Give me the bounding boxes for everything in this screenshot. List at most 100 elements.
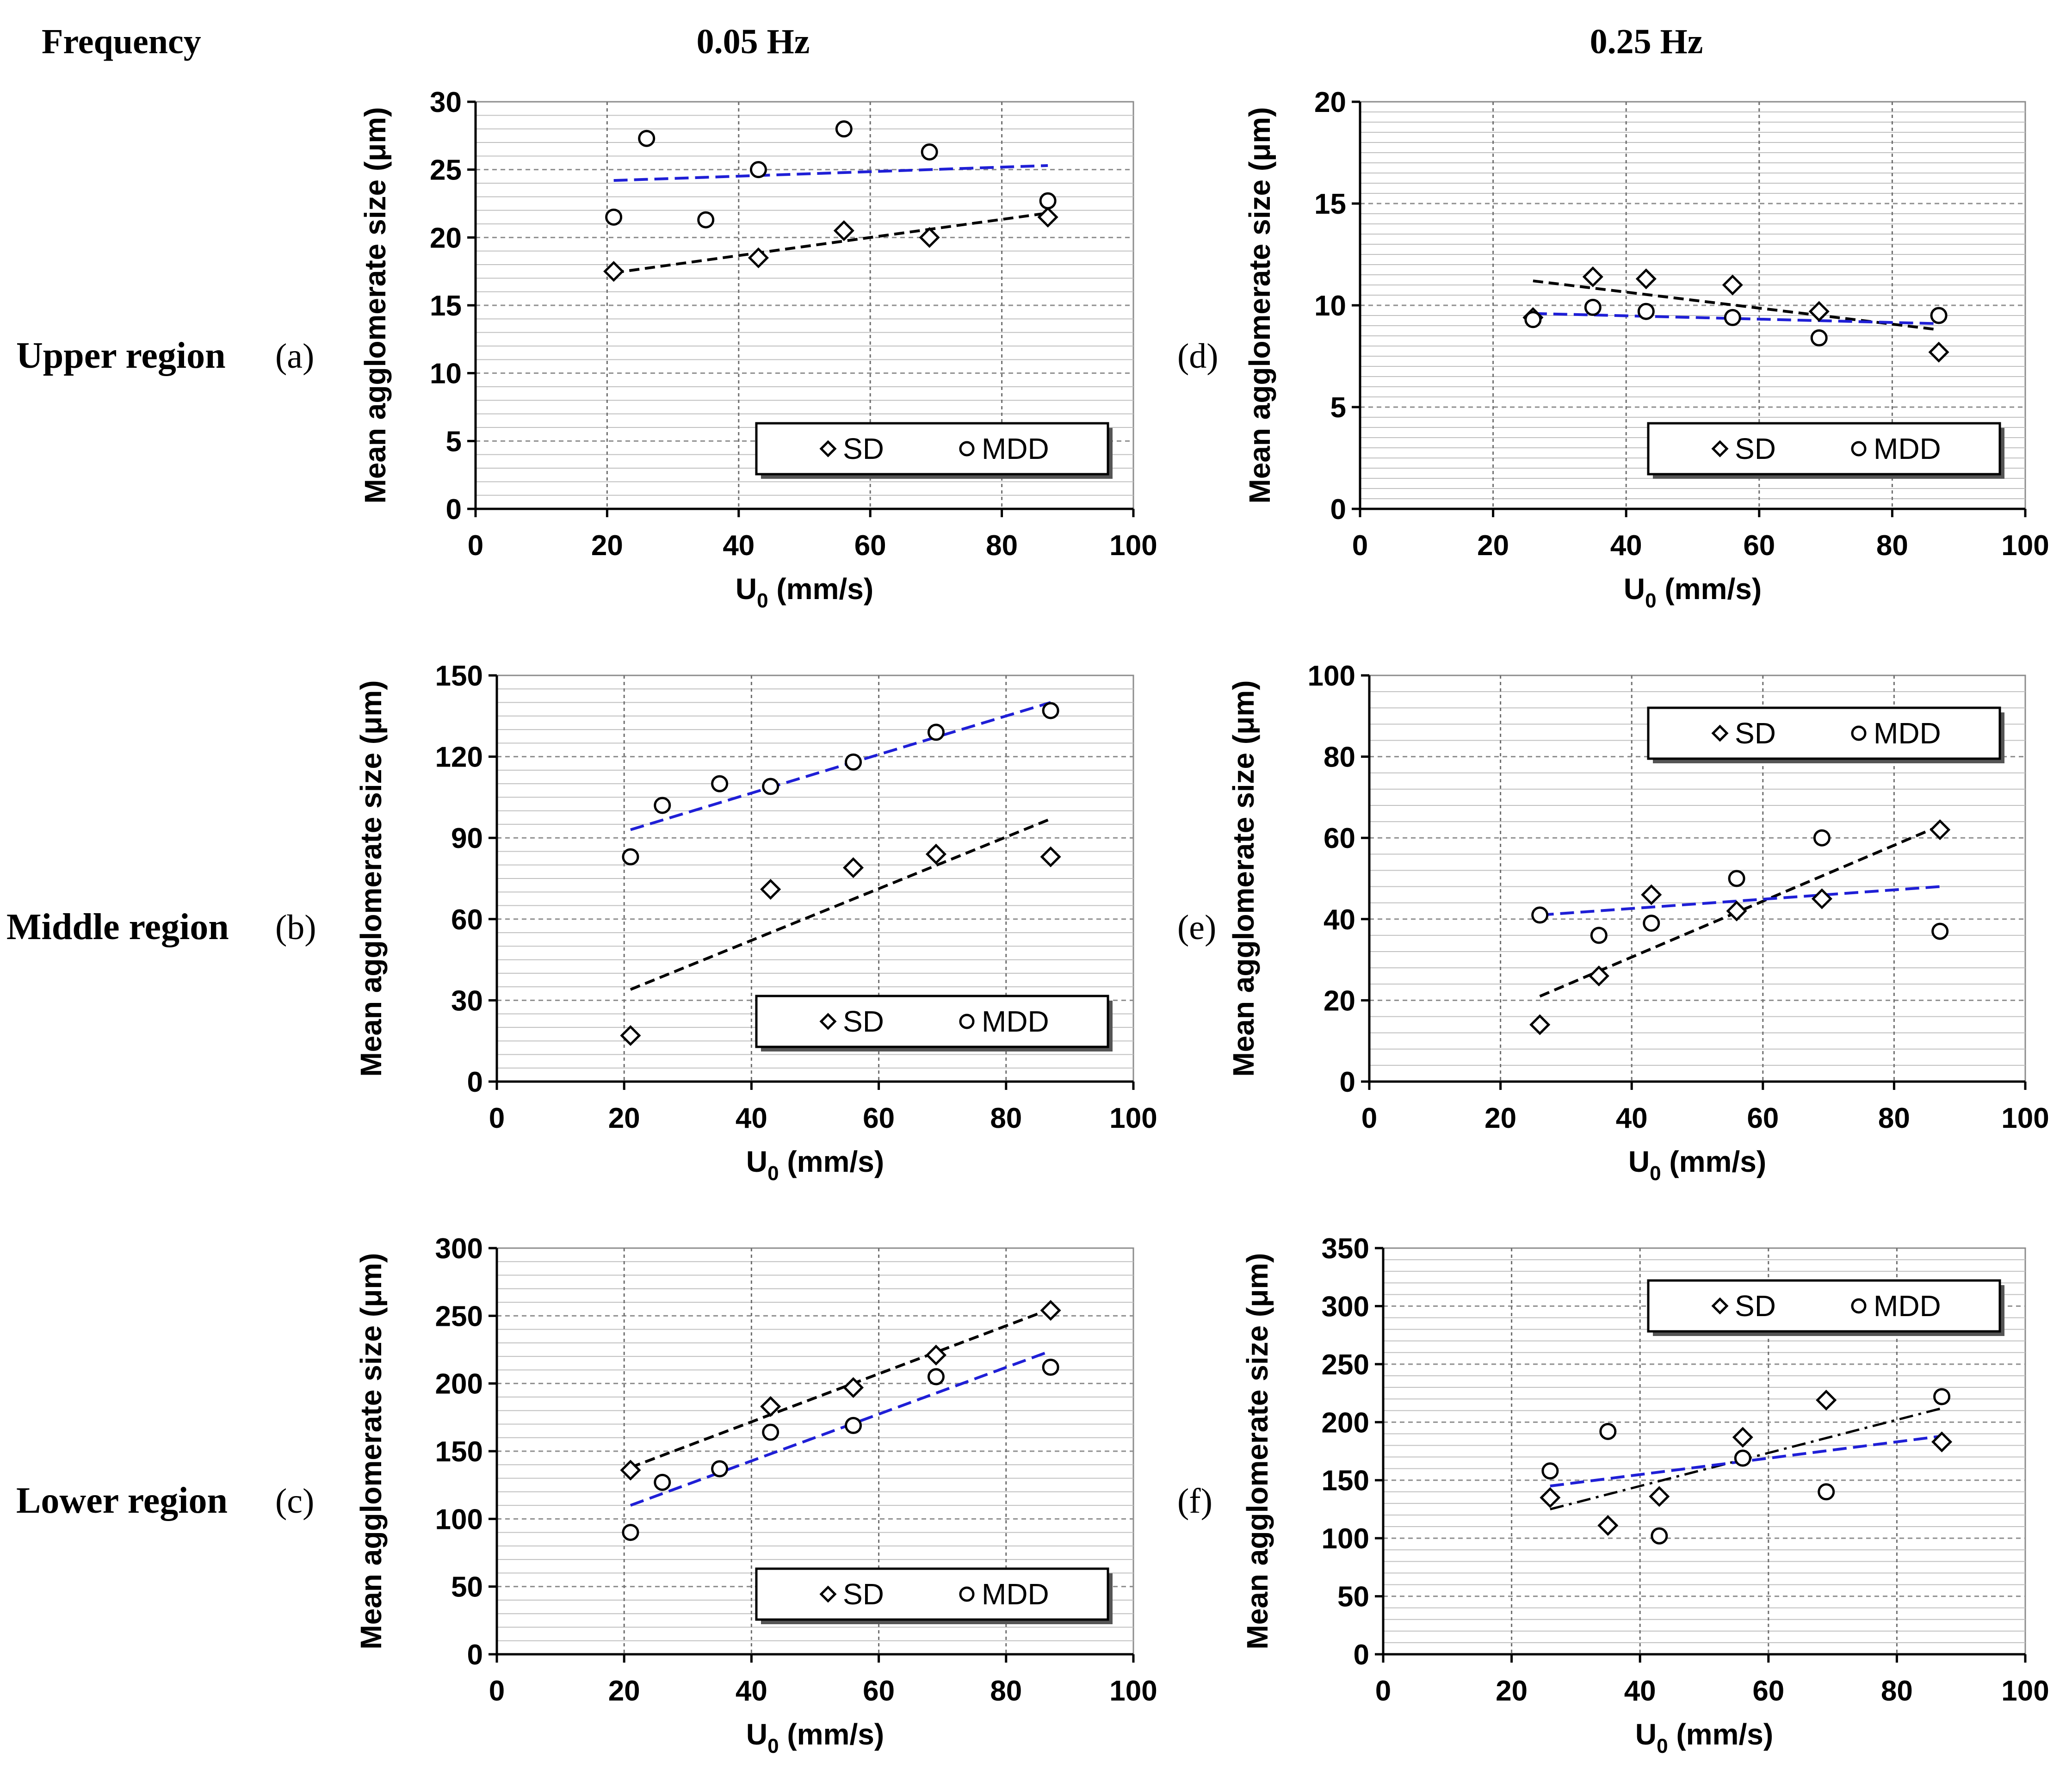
- legend: SD MDD: [1647, 422, 2004, 479]
- point-sd: [843, 857, 864, 878]
- x-axis-label-main: U: [1635, 1718, 1657, 1751]
- point-sd: [620, 1025, 641, 1046]
- legend-circle-marker: [959, 1014, 975, 1029]
- y-axis-label: Mean agglomerate size (μm): [1243, 107, 1276, 503]
- point-mdd: [654, 1473, 671, 1491]
- x-axis-label-unit: (mm/s): [1657, 572, 1762, 606]
- y-tick-label: 60: [451, 904, 483, 936]
- legend-box: [1647, 422, 2001, 476]
- point-mdd: [654, 797, 671, 814]
- point-sd: [748, 247, 769, 268]
- point-mdd: [1637, 303, 1655, 320]
- panel-label-b: (b): [275, 908, 316, 947]
- x-axis-label-unit: (mm/s): [1661, 1145, 1767, 1178]
- legend-circle-marker: [959, 1586, 975, 1602]
- legend-box: [755, 1567, 1109, 1621]
- point-mdd: [1524, 311, 1542, 328]
- y-tick-label: 100: [435, 1503, 483, 1535]
- panel-label-e: (e): [1177, 908, 1216, 947]
- point-mdd: [1931, 922, 1949, 940]
- legend-label-mdd: MDD: [1874, 717, 1941, 750]
- y-tick-label: 120: [435, 742, 483, 773]
- x-axis-label: U0 (mm/s): [736, 572, 873, 612]
- point-mdd: [927, 1368, 945, 1386]
- point-mdd: [1599, 1423, 1617, 1440]
- x-axis-label-unit: (mm/s): [779, 1718, 884, 1751]
- panel-label-f: (f): [1177, 1482, 1212, 1521]
- legend: SD MDD: [755, 422, 1113, 479]
- trendline-sd: [1533, 279, 1939, 331]
- legend-label-sd: SD: [843, 432, 884, 465]
- column-header-0-05hz: 0.05 Hz: [697, 22, 810, 61]
- point-sd: [1529, 1014, 1551, 1035]
- point-mdd: [1584, 298, 1602, 316]
- x-axis-label: U0 (mm/s): [1628, 1145, 1766, 1185]
- point-sd: [1588, 965, 1609, 987]
- point-sd: [1808, 301, 1830, 322]
- y-axis-label: Mean agglomerate size (μm): [1227, 680, 1260, 1076]
- legend-box: [1647, 1279, 2001, 1333]
- y-tick-label: 50: [451, 1571, 483, 1603]
- point-mdd: [638, 130, 656, 147]
- x-tick-label: 60: [854, 530, 886, 562]
- y-tick-label: 100: [1322, 1523, 1369, 1555]
- legend-label-sd: SD: [843, 1005, 884, 1038]
- point-mdd: [1728, 870, 1745, 887]
- point-mdd: [1541, 1462, 1559, 1480]
- y-tick-label: 10: [1314, 290, 1346, 322]
- point-mdd: [1643, 915, 1660, 932]
- x-tick-label: 80: [990, 1102, 1022, 1134]
- y-tick-label: 150: [435, 660, 483, 692]
- y-tick-label: 100: [1308, 660, 1355, 692]
- legend-circle-marker: [1851, 441, 1867, 457]
- point-mdd: [762, 1423, 779, 1441]
- point-mdd: [1042, 1359, 1059, 1376]
- y-axis-label: Mean agglomerate size (μm): [354, 680, 388, 1076]
- point-mdd: [697, 211, 715, 229]
- frequency-header: Frequency: [42, 22, 201, 61]
- y-tick-label: 150: [1322, 1465, 1369, 1497]
- trendline-sd: [613, 211, 1048, 274]
- y-tick-label: 90: [451, 823, 483, 854]
- y-tick-label: 40: [1324, 904, 1355, 936]
- x-axis-label-unit: (mm/s): [779, 1145, 884, 1178]
- legend: SD MDD: [1647, 706, 2004, 763]
- y-tick-label: 250: [1322, 1349, 1369, 1381]
- point-sd: [1726, 900, 1747, 922]
- point-sd: [1635, 268, 1657, 290]
- x-tick-label: 0: [1361, 1102, 1377, 1134]
- x-tick-label: 60: [1747, 1102, 1779, 1134]
- point-sd: [1811, 888, 1832, 909]
- column-header-0-25hz: 0.25 Hz: [1590, 22, 1703, 61]
- point-sd: [1931, 1431, 1953, 1453]
- x-axis-label: U0 (mm/s): [746, 1145, 884, 1185]
- point-sd: [919, 227, 940, 248]
- x-tick-label: 100: [2001, 530, 2049, 562]
- trendline-mdd: [613, 164, 1048, 182]
- x-tick-label: 0: [468, 530, 483, 562]
- point-mdd: [1590, 927, 1608, 944]
- x-tick-label: 40: [1610, 530, 1642, 562]
- x-tick-label: 80: [1881, 1675, 1913, 1707]
- point-mdd: [1039, 192, 1057, 210]
- x-tick-label: 100: [1109, 1102, 1157, 1134]
- x-tick-label: 0: [1352, 530, 1368, 562]
- legend-diamond-marker: [1711, 1297, 1729, 1315]
- point-sd: [620, 1460, 641, 1481]
- point-sd: [1037, 206, 1058, 228]
- x-tick-label: 100: [2001, 1102, 2049, 1134]
- point-sd: [1582, 266, 1603, 287]
- y-tick-label: 0: [1330, 494, 1346, 526]
- legend: SD MDD: [1647, 1279, 2004, 1336]
- point-sd: [760, 1396, 781, 1417]
- legend-label-mdd: MDD: [982, 1577, 1049, 1611]
- x-tick-label: 100: [1109, 530, 1157, 562]
- legend: SD MDD: [755, 995, 1113, 1052]
- point-mdd: [921, 143, 938, 161]
- point-mdd: [845, 1416, 862, 1434]
- row-label-middle: Middle region: [6, 907, 229, 947]
- y-tick-label: 200: [1322, 1407, 1369, 1439]
- row-label-lower: Lower region: [16, 1480, 228, 1521]
